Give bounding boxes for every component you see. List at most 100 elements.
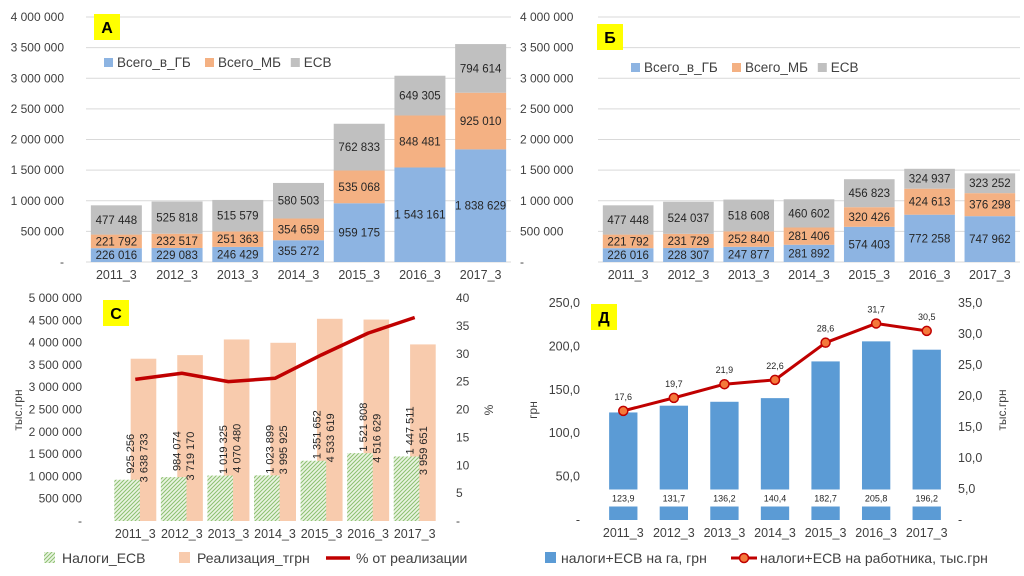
x-tick-label: 2012_3 bbox=[156, 268, 198, 282]
y2-tick-label: - bbox=[958, 513, 962, 527]
line-marker bbox=[921, 325, 932, 337]
bar-segment bbox=[455, 92, 507, 150]
data-label-box bbox=[760, 489, 790, 507]
y2-tick-label: - bbox=[456, 514, 460, 528]
data-label: 355 272 bbox=[278, 246, 320, 258]
y2-tick-label: 25 bbox=[456, 375, 470, 389]
x-tick-label: 2013_3 bbox=[728, 268, 770, 282]
y2-tick-label: 35,0 bbox=[958, 296, 982, 310]
data-label-line: 28,6 bbox=[817, 324, 835, 334]
x-tick-label: 2013_3 bbox=[208, 527, 250, 541]
data-label-bar: 140,4 bbox=[764, 494, 787, 504]
data-label: 762 833 bbox=[338, 142, 380, 154]
data-label: 959 175 bbox=[338, 228, 380, 240]
data-label-realization: 3 959 651 bbox=[418, 426, 430, 475]
bar-segment bbox=[663, 201, 714, 234]
bar-segment bbox=[843, 179, 895, 208]
data-label: 649 305 bbox=[399, 91, 441, 103]
y-tick-label: 1 000 000 bbox=[11, 194, 65, 208]
x-tick-label: 2011_3 bbox=[115, 527, 156, 541]
data-label: 226 016 bbox=[607, 250, 649, 262]
y-axis-title: тыс.грн bbox=[11, 389, 25, 430]
legend-label: Всего_в_ГБ bbox=[117, 55, 191, 70]
x-tick-label: 2012_3 bbox=[161, 527, 203, 541]
legend-label: налоги+ЕСВ на работника, тыс.грн bbox=[760, 550, 988, 566]
data-label: 515 579 bbox=[217, 211, 259, 223]
chart-panel-d: - 50,0 100,0 150,0 200,0 250,0 - 5,0 10,0 15,0 20,… bbox=[526, 296, 1009, 566]
line-marker bbox=[668, 392, 680, 404]
data-label-realization: 3 638 733 bbox=[138, 433, 150, 482]
bar-segment bbox=[151, 247, 203, 262]
y2-tick-label: 20,0 bbox=[958, 389, 982, 403]
data-label: 232 517 bbox=[156, 236, 198, 248]
y-tick-label: 4 500 000 bbox=[29, 313, 83, 327]
bar-segment bbox=[723, 246, 775, 262]
bar-taxes bbox=[300, 460, 327, 521]
data-label: 477 448 bbox=[607, 215, 649, 227]
data-label: 228 307 bbox=[668, 250, 710, 262]
x-tick-label: 2013_3 bbox=[704, 526, 746, 540]
panel-badge bbox=[597, 24, 623, 50]
bar-segment bbox=[602, 248, 654, 262]
data-label: 221 792 bbox=[607, 236, 649, 248]
bar-segment bbox=[273, 240, 324, 262]
y-tick-label: 1 000 000 bbox=[29, 469, 83, 483]
legend-label: Реализация_тгрн bbox=[197, 550, 310, 566]
y2-tick-label: 20 bbox=[456, 403, 470, 417]
data-label-bar: 131,7 bbox=[663, 494, 686, 504]
data-label: 324 937 bbox=[909, 174, 951, 186]
y-tick-label: 2 000 000 bbox=[11, 133, 65, 147]
y2-axis-title: % bbox=[482, 404, 496, 415]
x-tick-label: 2014_3 bbox=[788, 268, 830, 282]
bar-segment bbox=[212, 231, 264, 247]
data-label-taxes: 984 074 bbox=[172, 431, 184, 471]
data-label: 1 543 161 bbox=[394, 210, 445, 222]
legend-swatch bbox=[631, 63, 640, 72]
data-label: 281 892 bbox=[788, 248, 830, 260]
bar-segment bbox=[964, 173, 1016, 194]
data-label: 323 252 bbox=[969, 178, 1011, 190]
data-label: 229 083 bbox=[156, 250, 198, 262]
y2-tick-label: 25,0 bbox=[958, 358, 982, 372]
bar-segment bbox=[904, 188, 955, 215]
x-tick-label: 2015_3 bbox=[848, 268, 890, 282]
y-tick-label: 1 000 000 bbox=[520, 194, 574, 208]
bar-segment bbox=[273, 182, 324, 219]
y-tick-label: 4 000 000 bbox=[11, 10, 65, 24]
bar-segment bbox=[663, 233, 714, 249]
y-tick-label: 500 000 bbox=[39, 492, 83, 506]
y2-axis-title: тыс.грн bbox=[995, 389, 1009, 430]
data-label: 848 481 bbox=[399, 136, 441, 148]
bar-segment bbox=[783, 199, 835, 228]
legend-label: ЕСВ bbox=[304, 55, 332, 70]
legend-swatch bbox=[732, 63, 741, 72]
legend-swatch bbox=[179, 552, 190, 563]
data-label-taxes: 1 023 899 bbox=[265, 425, 277, 474]
panel-label: А bbox=[101, 20, 113, 37]
y-tick-label: - bbox=[576, 513, 580, 527]
data-label: 354 659 bbox=[278, 224, 320, 236]
x-tick-label: 2011_3 bbox=[608, 268, 649, 282]
bar-segment bbox=[783, 227, 835, 245]
y-tick-label: 150,0 bbox=[549, 383, 580, 397]
data-label-box bbox=[811, 489, 841, 507]
y-tick-label: 3 000 000 bbox=[11, 71, 65, 85]
data-label: 252 840 bbox=[728, 234, 770, 246]
y2-tick-label: 15 bbox=[456, 430, 470, 444]
data-label: 456 823 bbox=[848, 188, 890, 200]
data-label-realization: 4 516 629 bbox=[371, 414, 383, 463]
y-tick-label: 50,0 bbox=[556, 470, 580, 484]
y-tick-label: 4 000 000 bbox=[29, 336, 83, 350]
data-label-line: 17,6 bbox=[615, 392, 633, 402]
y-tick-label: - bbox=[60, 255, 64, 269]
data-label: 772 258 bbox=[909, 233, 951, 245]
data-label-realization: 4 070 480 bbox=[232, 424, 244, 473]
legend-swatch bbox=[290, 58, 300, 67]
y-axis-title: грн bbox=[526, 401, 540, 419]
legend-label: Налоги_ЕСВ bbox=[62, 550, 146, 566]
legend-label: налоги+ЕСВ на га, грн bbox=[561, 550, 707, 566]
y-tick-label: 1 500 000 bbox=[29, 447, 83, 461]
data-label: 226 016 bbox=[96, 250, 138, 262]
data-label: 574 403 bbox=[848, 239, 890, 251]
data-label-box bbox=[912, 489, 942, 507]
